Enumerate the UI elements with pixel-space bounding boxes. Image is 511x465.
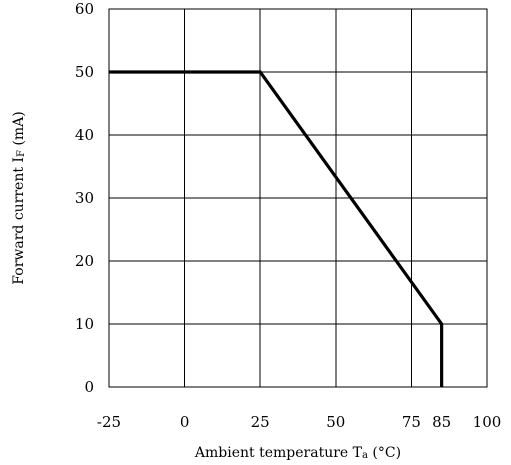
x-tick-label: 85: [432, 413, 451, 431]
x-tick-label: 100: [473, 413, 502, 431]
x-tick-label: 25: [251, 413, 270, 431]
y-axis-title: Forward current IF (mA): [11, 111, 27, 284]
x-axis-title: Ambient temperature Ta (°C): [194, 445, 401, 461]
y-tick-label: 50: [75, 63, 94, 81]
x-tick-label: 0: [180, 413, 190, 431]
y-tick-label: 10: [75, 315, 94, 333]
x-tick-label: 50: [326, 413, 345, 431]
y-tick-label: 60: [75, 0, 94, 18]
plot-frame: [108, 8, 488, 388]
series-line: [109, 70, 444, 387]
grid-layer: [109, 9, 487, 387]
series-layer: [109, 70, 444, 387]
x-tick-label: -25: [97, 413, 121, 431]
y-tick-label: 0: [84, 378, 94, 396]
y-tick-label: 30: [75, 189, 94, 207]
y-tick-label: 20: [75, 252, 94, 270]
y-tick-label: 40: [75, 126, 94, 144]
x-tick-label: 75: [402, 413, 421, 431]
